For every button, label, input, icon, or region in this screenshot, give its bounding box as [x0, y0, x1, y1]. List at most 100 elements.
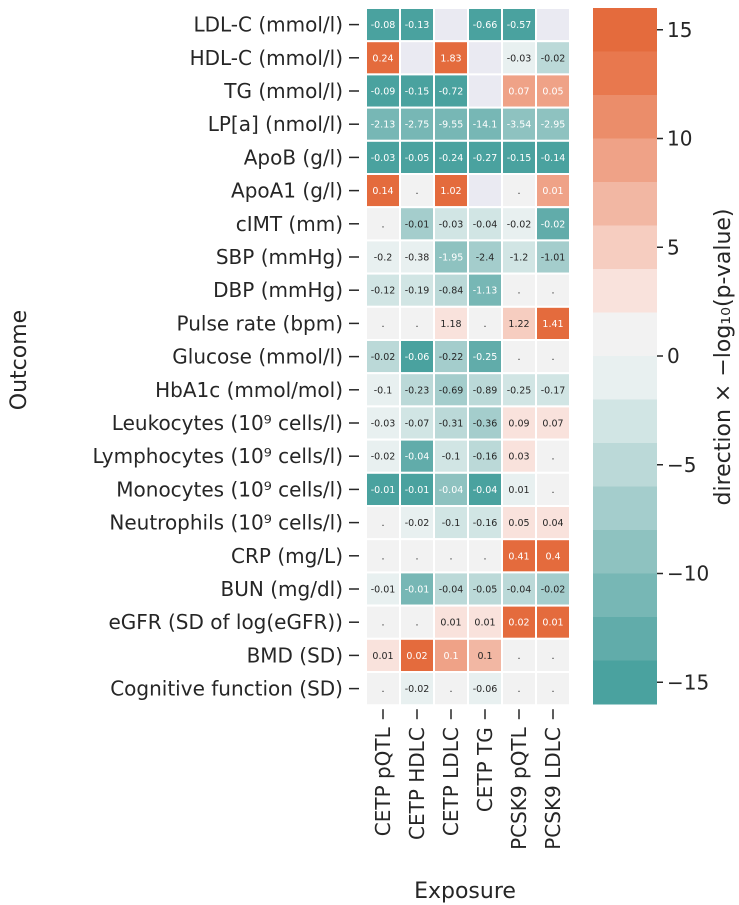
cell-value-label: -0.24 [439, 153, 464, 164]
cell-value-label: . [415, 618, 418, 629]
heatmap-cell [535, 7, 571, 43]
cell-value-label: 0.24 [372, 53, 393, 64]
heatmap-cell [501, 505, 537, 541]
colorbar-segment [593, 8, 657, 52]
cell-value-label: 0.05 [508, 518, 529, 529]
cell-value-label: -0.06 [473, 684, 498, 695]
cell-value-label: -0.02 [405, 684, 430, 695]
cell-value-label: -2.95 [541, 120, 566, 131]
heatmap-cell [399, 173, 435, 209]
cell-value-label: -0.05 [405, 153, 430, 164]
heatmap-cell [365, 571, 401, 607]
heatmap-cell [535, 305, 571, 341]
cell-value-label: 0.41 [508, 551, 529, 562]
heatmap-cell [535, 438, 571, 474]
cell-value-label: 1.18 [440, 319, 461, 330]
heatmap-cell [467, 372, 503, 408]
cell-value-label: -0.1 [374, 385, 393, 396]
heatmap-cell [467, 106, 503, 142]
cell-value-label: -0.25 [473, 352, 498, 363]
cell-value-label: -1.01 [541, 253, 566, 264]
cell-value-label: 0.1 [443, 651, 458, 662]
colorbar-segment [593, 573, 657, 618]
colorbar-segment [593, 486, 657, 531]
cell-value-label: -0.02 [507, 219, 532, 230]
heatmap-cell [467, 272, 503, 308]
cell-value-label: 0.01 [542, 618, 563, 629]
cell-value-label: -0.19 [405, 286, 430, 297]
heatmap-cell [535, 505, 571, 541]
cell-value-label: . [381, 319, 384, 330]
cell-value-label: 1.22 [508, 319, 529, 330]
cell-value-label: -0.25 [507, 385, 532, 396]
heatmap-cell [399, 438, 435, 474]
heatmap-cell [535, 372, 571, 408]
cell-value-label: 0.04 [542, 518, 563, 529]
row-label: CRP (mg/L) [231, 544, 343, 568]
row-label: DBP (mmHg) [213, 278, 343, 302]
row-label: eGFR (SD of log(eGFR)) [108, 610, 343, 634]
cell-value-label: -0.01 [371, 585, 396, 596]
heatmap-cell [535, 637, 571, 673]
cell-value-label: -1.13 [473, 286, 498, 297]
heatmap-cell [501, 438, 537, 474]
colorbar-segment [593, 660, 657, 705]
heatmap-cell [433, 571, 469, 607]
cell-value-label: -0.04 [473, 485, 498, 496]
colorbar-segment [593, 182, 657, 226]
cell-value-label: -0.16 [473, 518, 498, 529]
cell-value-label: -0.22 [439, 352, 464, 363]
cell-value-label: . [381, 684, 384, 695]
cell-value-label: . [551, 485, 554, 496]
heatmap-cell [535, 604, 571, 640]
cell-value-label: . [551, 286, 554, 297]
row-label: BMD (SD) [247, 643, 343, 667]
cell-value-label: -1.2 [510, 253, 529, 264]
colorbar-tick-label: −5 [667, 453, 696, 477]
cell-value-label: -3.54 [507, 120, 532, 131]
colorbar-tick-label: 0 [667, 344, 680, 368]
colorbar: 15 10 5 0 −5 −10 −15 [593, 8, 709, 705]
cell-value-label: 1.83 [440, 53, 461, 64]
cell-value-label: -0.01 [405, 485, 430, 496]
heatmap-cell [467, 671, 503, 707]
row-label: ApoB (g/l) [244, 145, 343, 169]
row-label: cIMT (mm) [236, 212, 343, 236]
cell-value-label: . [381, 551, 384, 562]
cell-value-label: . [517, 352, 520, 363]
cell-value-label: -0.03 [371, 153, 396, 164]
row-labels: LDL-C (mmol/l) HDL-C (mmol/l) TG (mmol/l) L… [92, 13, 359, 701]
cell-value-label: 0.07 [508, 87, 529, 98]
cell-value-label: . [415, 551, 418, 562]
heatmap-cell [365, 604, 401, 640]
colorbar-segment [593, 356, 657, 400]
cell-value-label: 0.14 [372, 186, 393, 197]
cell-value-label: -0.72 [439, 87, 464, 98]
cell-value-label: -0.01 [405, 585, 430, 596]
row-label: TG (mmol/l) [223, 79, 343, 103]
heatmap-cell [365, 372, 401, 408]
cell-value-label: 1.41 [542, 319, 563, 330]
cell-value-label: -0.66 [473, 20, 498, 31]
cell-value-label: -0.15 [507, 153, 532, 164]
cell-value-label: . [483, 319, 486, 330]
cell-value-label: 0.01 [372, 651, 393, 662]
heatmap-cell [433, 305, 469, 341]
heatmap-cell [365, 206, 401, 242]
cell-value-label: -0.02 [541, 585, 566, 596]
colorbar-segment [593, 138, 657, 183]
row-label: Leukocytes (10⁹ cells/l) [112, 411, 343, 435]
cell-value-label: . [415, 319, 418, 330]
cell-value-label: -0.31 [439, 419, 464, 430]
row-label: HDL-C (mmol/l) [190, 46, 343, 70]
colorbar-segment [593, 225, 657, 270]
cell-value-label: -0.2 [374, 253, 393, 264]
cell-value-label: -0.03 [371, 419, 396, 430]
heatmap-cell [365, 538, 401, 574]
heatmap-cell [467, 73, 503, 109]
cell-value-label: -0.84 [439, 286, 464, 297]
x-axis-title: Exposure [414, 879, 516, 904]
cell-value-label: 0.03 [508, 452, 529, 463]
cell-value-label: -0.04 [405, 452, 430, 463]
heatmap-cell [399, 671, 435, 707]
